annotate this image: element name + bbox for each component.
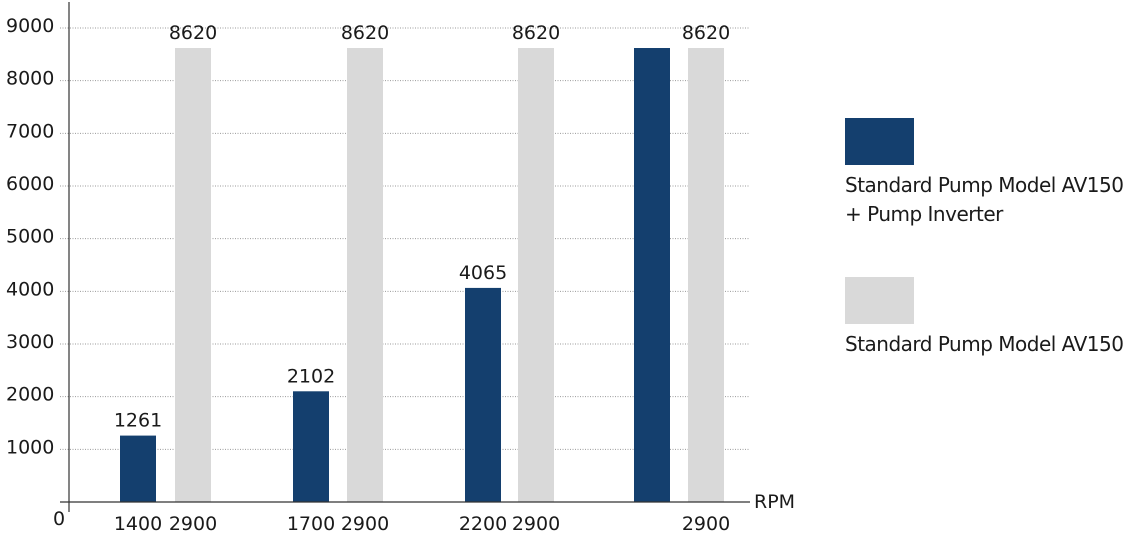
x-tick-label: 2900 [512, 513, 560, 535]
bar-standard [518, 48, 554, 502]
y-tick-label: 5000 [6, 226, 54, 248]
legend-label-inverter-line1: Standard Pump Model AV150 [845, 173, 1124, 197]
y-tick-label: 8000 [6, 68, 54, 90]
bar-standard [175, 48, 211, 502]
x-axis-label: RPM [754, 491, 795, 513]
x-tick-label: 2900 [341, 513, 389, 535]
y-tick-label: 1000 [6, 436, 54, 458]
bar-inverter [634, 48, 670, 502]
data-label: 8620 [169, 22, 217, 44]
y-tick-label: 4000 [6, 278, 54, 300]
legend-label-inverter-line2: + Pump Inverter [845, 202, 1003, 226]
bar-inverter [293, 391, 329, 502]
bar-standard [347, 48, 383, 502]
bar-chart: 1000 2000 3000 4000 5000 6000 7000 8000 9000 0 126… [6, 2, 795, 535]
legend-item-inverter: Standard Pump Model AV150 + Pump Inverte… [845, 118, 1124, 229]
legend-swatch-inverter [845, 118, 914, 165]
data-label: 8620 [341, 22, 389, 44]
y-tick-label: 6000 [6, 173, 54, 195]
legend-standard: Standard Pump Model AV150 [845, 277, 1124, 359]
bar-inverter [120, 435, 156, 502]
data-label: 4065 [459, 262, 507, 284]
legend-label-inverter: Standard Pump Model AV150 + Pump Inverte… [845, 171, 1124, 229]
data-label: 8620 [512, 22, 560, 44]
y-tick-label: 9000 [6, 15, 54, 37]
y-tick-label: 3000 [6, 331, 54, 353]
data-label: 2102 [287, 365, 335, 387]
bar-inverter [465, 287, 501, 502]
legend-label-standard-line1: Standard Pump Model AV150 [845, 332, 1124, 356]
x-tick-label: 1400 [114, 513, 162, 535]
data-label: 1261 [114, 410, 162, 432]
x-tick-label: 2900 [682, 513, 730, 535]
legend-item-standard: Standard Pump Model AV150 [845, 277, 1124, 359]
x-tick-label: 2900 [169, 513, 217, 535]
y-tick-label: 0 [53, 508, 65, 530]
y-tick-label: 7000 [6, 120, 54, 142]
x-tick-label: 1700 [287, 513, 335, 535]
legend: Standard Pump Model AV150 + Pump Inverte… [845, 118, 1124, 229]
bar-standard [688, 48, 724, 502]
data-label: 8620 [682, 22, 730, 44]
chart-area: 1000 2000 3000 4000 5000 6000 7000 8000 9000 0 126… [6, 2, 795, 535]
y-tick-label: 2000 [6, 384, 54, 406]
x-tick-label: 2200 [459, 513, 507, 535]
legend-label-standard: Standard Pump Model AV150 [845, 330, 1124, 359]
legend-swatch-standard [845, 277, 914, 324]
